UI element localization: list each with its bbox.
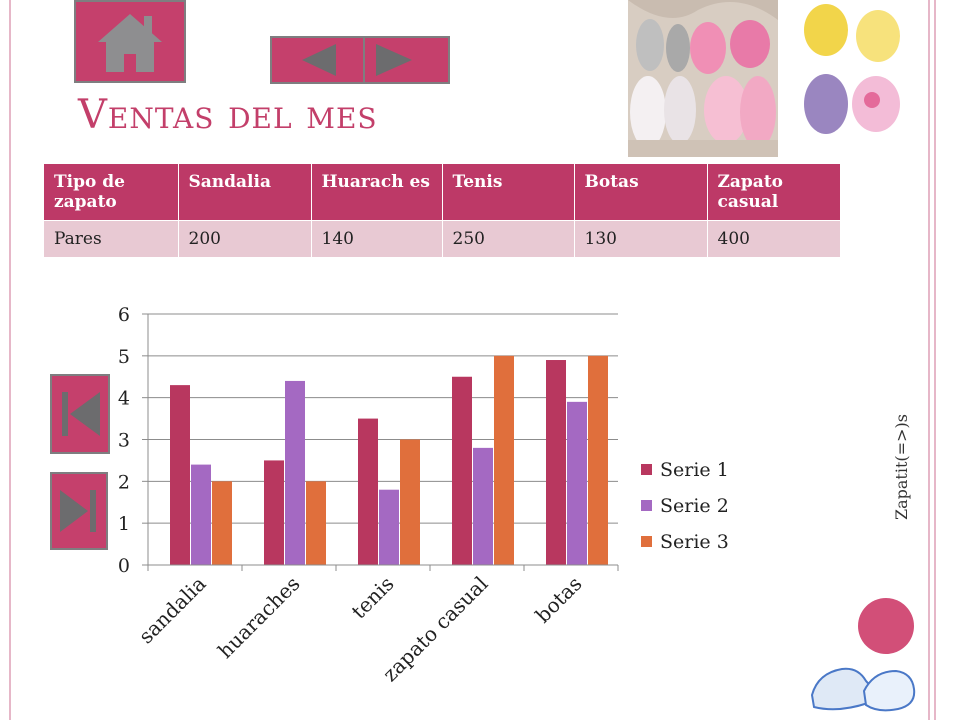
table-header-cell: Botas bbox=[574, 164, 708, 221]
right-border-band bbox=[918, 0, 960, 720]
table-cell: 200 bbox=[178, 220, 312, 257]
first-slide-button[interactable] bbox=[50, 374, 110, 454]
arrow-left-icon bbox=[302, 44, 336, 76]
last-slide-icon bbox=[60, 490, 96, 532]
x-tick-label: sandalia bbox=[134, 572, 211, 649]
bar bbox=[567, 401, 587, 565]
table-cell: 130 bbox=[574, 220, 708, 257]
legend-label: Serie 3 bbox=[660, 531, 729, 553]
bar bbox=[170, 385, 190, 565]
table-header-cell: Tipo de zapato bbox=[44, 164, 179, 221]
slide-title: Ventas del mes bbox=[78, 92, 378, 138]
table-row: Pares 200 140 250 130 400 bbox=[44, 220, 841, 257]
left-border-rule bbox=[9, 0, 11, 720]
x-tick-label: botas bbox=[531, 572, 587, 628]
legend-swatch bbox=[641, 464, 652, 475]
first-slide-icon bbox=[62, 392, 100, 436]
bar bbox=[358, 418, 378, 565]
table-cell: 400 bbox=[707, 220, 841, 257]
table-header-cell: Zapato casual bbox=[707, 164, 841, 221]
x-tick-label: huaraches bbox=[213, 572, 304, 663]
sneakers-drawing bbox=[810, 667, 916, 712]
bar bbox=[473, 447, 493, 565]
bar bbox=[546, 360, 566, 565]
decorative-circle bbox=[858, 598, 914, 654]
bar bbox=[452, 376, 472, 565]
shoes-photo bbox=[628, 0, 778, 157]
table-cell: 140 bbox=[311, 220, 443, 257]
legend-swatch bbox=[641, 536, 652, 547]
y-tick-label: 5 bbox=[118, 346, 130, 368]
y-tick-label: 1 bbox=[118, 513, 130, 535]
bar bbox=[264, 460, 284, 565]
y-tick-label: 3 bbox=[118, 430, 130, 452]
sales-table: Tipo de zapato Sandalia Huarach es Tenis… bbox=[44, 164, 841, 257]
last-slide-button[interactable] bbox=[50, 472, 108, 550]
bar bbox=[191, 464, 211, 565]
x-tick-label: tenis bbox=[347, 572, 399, 624]
bar bbox=[285, 380, 305, 565]
legend-label: Serie 1 bbox=[660, 459, 729, 481]
bar bbox=[588, 355, 608, 565]
arrow-right-icon bbox=[376, 44, 412, 76]
y-tick-label: 2 bbox=[118, 471, 130, 493]
table-header-cell: Tenis bbox=[442, 164, 575, 221]
bar bbox=[379, 489, 399, 565]
bar bbox=[400, 439, 420, 565]
home-button[interactable] bbox=[74, 0, 186, 83]
previous-button[interactable] bbox=[272, 38, 364, 82]
home-icon bbox=[98, 14, 162, 72]
prev-next-nav bbox=[270, 36, 450, 84]
bar bbox=[306, 481, 326, 565]
side-label: Zapatit(=>)s bbox=[892, 414, 911, 520]
legend-label: Serie 2 bbox=[660, 495, 729, 517]
legend-swatch bbox=[641, 500, 652, 511]
next-button[interactable] bbox=[365, 38, 448, 82]
bar bbox=[494, 355, 514, 565]
bar bbox=[212, 481, 232, 565]
table-row-label: Pares bbox=[44, 220, 179, 257]
y-tick-label: 0 bbox=[118, 555, 130, 577]
table-header-cell: Sandalia bbox=[178, 164, 312, 221]
sandals-photo bbox=[796, 0, 908, 148]
y-tick-label: 6 bbox=[118, 304, 130, 326]
y-tick-label: 4 bbox=[118, 388, 130, 410]
table-cell: 250 bbox=[442, 220, 575, 257]
table-header-row: Tipo de zapato Sandalia Huarach es Tenis… bbox=[44, 164, 841, 221]
table-header-cell: Huarach es bbox=[311, 164, 443, 221]
